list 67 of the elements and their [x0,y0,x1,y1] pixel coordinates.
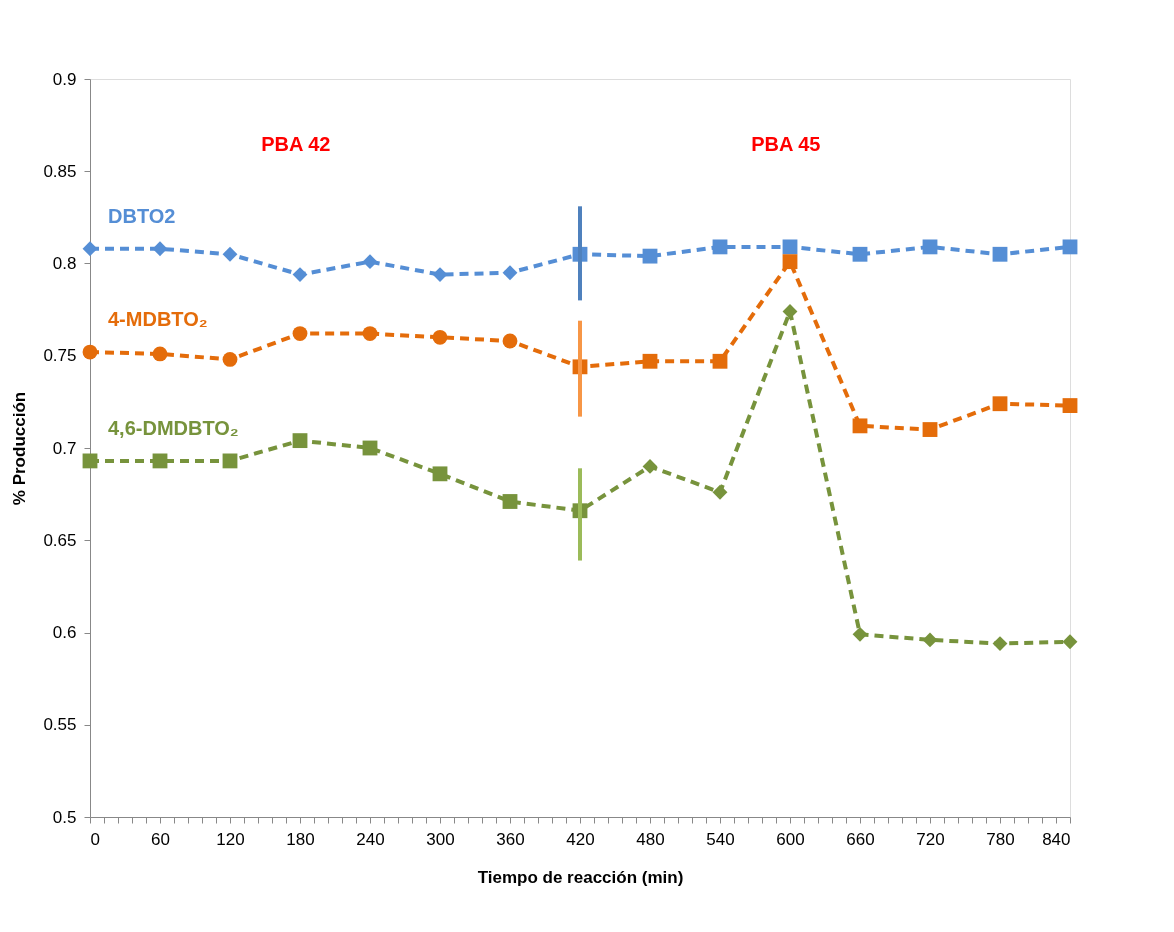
y-tick-label: 0.65 [43,530,77,550]
point [222,453,238,469]
series-label: DBTO2 [108,204,176,227]
point [502,265,518,281]
y-tick-label: 0.55 [43,715,77,735]
point [1062,398,1078,413]
point [222,246,238,262]
point [852,246,868,262]
point [362,326,378,342]
x-tick-label: 840 [1042,829,1071,849]
x-tick-label: 180 [286,829,315,849]
point [502,333,518,349]
y-tick-label: 0.75 [43,346,77,366]
point [82,453,98,469]
point [992,246,1008,262]
point [712,484,728,500]
x-tick-label: 420 [566,829,595,849]
x-tick-label: 360 [496,829,525,849]
point [292,326,308,342]
x-tick-label: 120 [216,829,245,849]
point [222,352,238,367]
x-tick-label: 780 [986,829,1015,849]
point [712,353,728,369]
annotation: PBA 45 [751,133,821,156]
point [152,453,168,469]
x-tick-label: 0 [90,829,100,849]
point [432,466,448,482]
x-tick-label: 660 [846,829,875,849]
y-tick-label: 0.6 [52,623,77,642]
point [712,239,728,255]
point [152,346,168,362]
point [292,433,308,449]
annotation: PBA 42 [261,133,331,156]
point [782,254,798,270]
y-axis-title: % Producción [10,391,30,506]
series-label: 4-MDBTO₂ [108,308,208,331]
point [82,344,98,360]
point [1062,634,1078,650]
series-label: 4,6-DMDBTO₂ [108,416,239,439]
point [922,632,938,648]
x-tick-label: 600 [776,829,805,849]
point [642,248,658,264]
point [432,329,448,345]
x-tick-label: 720 [916,829,945,849]
point [852,418,868,434]
y-tick-label: 0.8 [52,254,77,273]
point [992,396,1008,412]
point [1062,239,1078,255]
point [362,254,378,270]
y-tick-label: 0.85 [43,161,77,181]
point [82,241,98,257]
x-tick-label: 540 [706,829,735,849]
y-tick-label: 0.7 [52,438,77,458]
point [922,422,938,437]
x-axis-title: Tiempo de reacción (min) [477,867,684,887]
x-tick-label: 240 [356,829,385,849]
x-tick-label: 60 [151,829,170,849]
x-tick-label: 480 [636,829,665,849]
y-tick-label: 0.9 [52,69,77,89]
y-tick-label: 0.5 [52,807,77,827]
point [782,239,798,255]
x-tick-label: 300 [426,829,455,849]
point [152,241,168,257]
point [852,626,868,642]
point [642,353,658,369]
point [922,239,938,255]
point [502,494,518,509]
